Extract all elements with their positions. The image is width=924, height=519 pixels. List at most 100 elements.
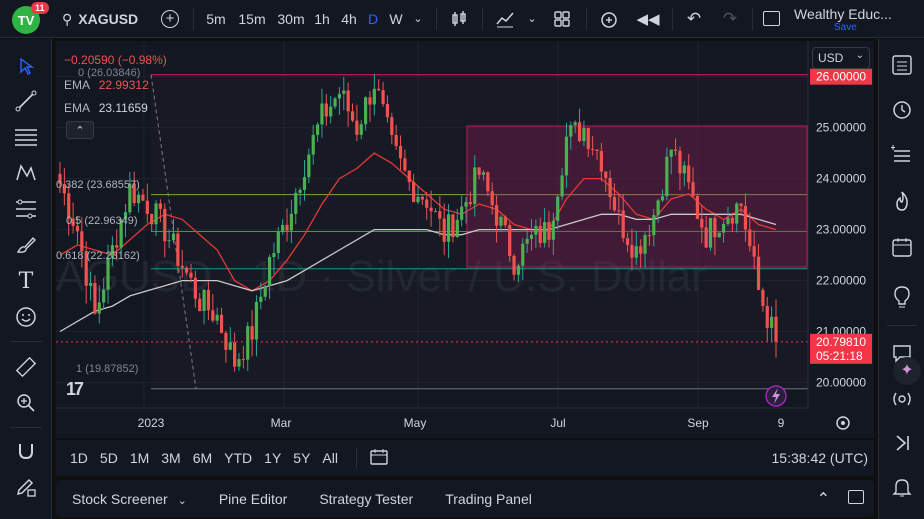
watchlist-button[interactable] <box>888 51 916 79</box>
sparkle-icon[interactable]: ✦ <box>893 357 921 385</box>
tab-pine-editor[interactable]: Pine Editor <box>218 490 288 507</box>
range-1m[interactable]: 1M <box>129 450 150 466</box>
candle-body <box>691 182 695 197</box>
search-icon: ⚲ <box>62 10 73 27</box>
indicators-button[interactable] <box>492 0 518 38</box>
interval-1w[interactable]: W <box>389 10 403 27</box>
layouts-button[interactable] <box>550 0 574 38</box>
alert-button[interactable] <box>596 0 622 38</box>
data-window-button[interactable] <box>888 141 916 169</box>
interval-4h[interactable]: 4h <box>341 10 357 27</box>
hotlists-button[interactable] <box>888 187 916 215</box>
range-all[interactable]: All <box>322 450 338 466</box>
lock-drawings-tool[interactable] <box>12 473 40 501</box>
candle-body <box>123 212 128 220</box>
alarm-clock-plus-icon <box>601 11 617 28</box>
replay-panel-button[interactable] <box>888 429 916 457</box>
range-box[interactable] <box>466 125 808 268</box>
notifications-button[interactable] <box>888 473 916 501</box>
range-1y[interactable]: 1Y <box>264 450 282 466</box>
list-plus-icon <box>891 145 910 162</box>
text-tool[interactable]: T <box>12 267 40 295</box>
candle-body <box>346 90 350 112</box>
candle-body <box>577 122 582 142</box>
ema-row-2[interactable]: EMA 23.11659 <box>64 99 204 117</box>
ideas-button[interactable] <box>888 283 916 311</box>
zoom-tool[interactable] <box>12 389 40 417</box>
ruler-tool[interactable] <box>12 353 40 381</box>
candle-body <box>237 359 241 367</box>
candle-body <box>591 148 595 150</box>
goto-date-button[interactable] <box>355 447 389 469</box>
chart-type-button[interactable] <box>446 0 472 38</box>
range-ytd[interactable]: YTD <box>224 450 253 466</box>
redo-button[interactable]: ↷ <box>718 0 742 38</box>
interval-1d[interactable]: D <box>367 10 379 27</box>
pattern-tool[interactable] <box>12 159 40 187</box>
undo-button[interactable]: ↶ <box>682 0 706 38</box>
compare-symbol-button[interactable]: + <box>158 0 182 38</box>
candle-body <box>538 225 542 243</box>
chart-pane[interactable]: XAGUSD · 1D · Silver / U.S. Dollar 26.00… <box>56 41 874 438</box>
price-chart[interactable]: XAGUSD · 1D · Silver / U.S. Dollar 26.00… <box>56 41 874 438</box>
prediction-tool[interactable] <box>12 195 40 223</box>
tab-stock-screener[interactable]: Stock Screener ⌄ <box>72 491 187 507</box>
chevron-down-icon: ⌄ <box>177 494 187 507</box>
tab-strategy-tester[interactable]: Strategy Tester <box>319 490 414 507</box>
symbol-search[interactable]: ⚲ XAGUSD <box>62 0 138 38</box>
interval-dropdown[interactable]: ⌄ <box>410 0 426 38</box>
save-label: Save <box>834 22 857 33</box>
calendar-button[interactable] <box>888 233 916 261</box>
collapse-panel-button[interactable]: ⌃ <box>817 489 830 509</box>
candle-body <box>211 310 215 321</box>
candle-body <box>660 196 665 201</box>
brush-tool[interactable] <box>12 231 40 259</box>
calendar-icon <box>892 238 912 257</box>
candle-body <box>704 227 708 248</box>
chevron-down-icon: ⌄ <box>855 50 864 61</box>
range-6m[interactable]: 6M <box>192 450 213 466</box>
candle-body <box>543 222 547 243</box>
candle-body <box>254 301 259 340</box>
fib-tool[interactable] <box>12 123 40 151</box>
ema-row-1[interactable]: EMA 22.99312 <box>64 76 204 94</box>
square-icon <box>762 11 780 26</box>
candle-body <box>102 289 106 303</box>
indicators-dropdown[interactable]: ⌄ <box>524 0 540 38</box>
candle-body <box>136 194 141 204</box>
candle-body <box>394 134 398 146</box>
emoji-tool[interactable] <box>12 303 40 331</box>
fullscreen-toggle[interactable] <box>760 0 782 38</box>
lightning-icon[interactable] <box>765 385 787 407</box>
fib-trend-line <box>150 74 197 389</box>
interval-30m[interactable]: 30m <box>277 10 305 27</box>
candle-body <box>158 203 163 209</box>
candle-body <box>315 124 320 135</box>
interval-15m[interactable]: 15m <box>238 10 266 27</box>
range-3m[interactable]: 3M <box>161 450 181 466</box>
tradingview-logo[interactable]: 17 <box>66 379 84 399</box>
range-5d[interactable]: 5D <box>99 450 118 466</box>
candle-body <box>110 245 114 258</box>
tab-trading-panel[interactable]: Trading Panel <box>445 490 532 507</box>
maximize-panel-button[interactable] <box>848 490 864 504</box>
streams-button[interactable] <box>888 385 916 413</box>
interval-1h[interactable]: 1h <box>314 10 330 27</box>
cursor-tool[interactable] <box>12 52 40 80</box>
legend-collapse-button[interactable]: ⌃ <box>66 121 94 139</box>
trend-line-tool[interactable] <box>12 87 40 115</box>
utc-clock[interactable]: 15:38:42 (UTC) <box>771 450 868 466</box>
chart-settings-gear-icon[interactable] <box>836 416 850 430</box>
fib-label-0618: 0.618 (22.23162) <box>56 250 140 262</box>
currency-selector[interactable]: USD ⌄ <box>812 47 870 69</box>
range-5y[interactable]: 5Y <box>293 450 311 466</box>
alerts-panel-button[interactable] <box>888 95 916 123</box>
magnet-tool[interactable] <box>12 437 40 465</box>
layout-name-button[interactable]: Wealthy Educ... Save <box>794 6 894 34</box>
fib-label-0382: 0.382 (23.68557) <box>56 179 140 191</box>
replay-button[interactable]: ◀◀ <box>636 0 660 38</box>
candle-body <box>516 265 521 275</box>
interval-5m[interactable]: 5m <box>206 10 226 27</box>
range-1d[interactable]: 1D <box>70 450 88 466</box>
candle-body <box>477 167 481 175</box>
